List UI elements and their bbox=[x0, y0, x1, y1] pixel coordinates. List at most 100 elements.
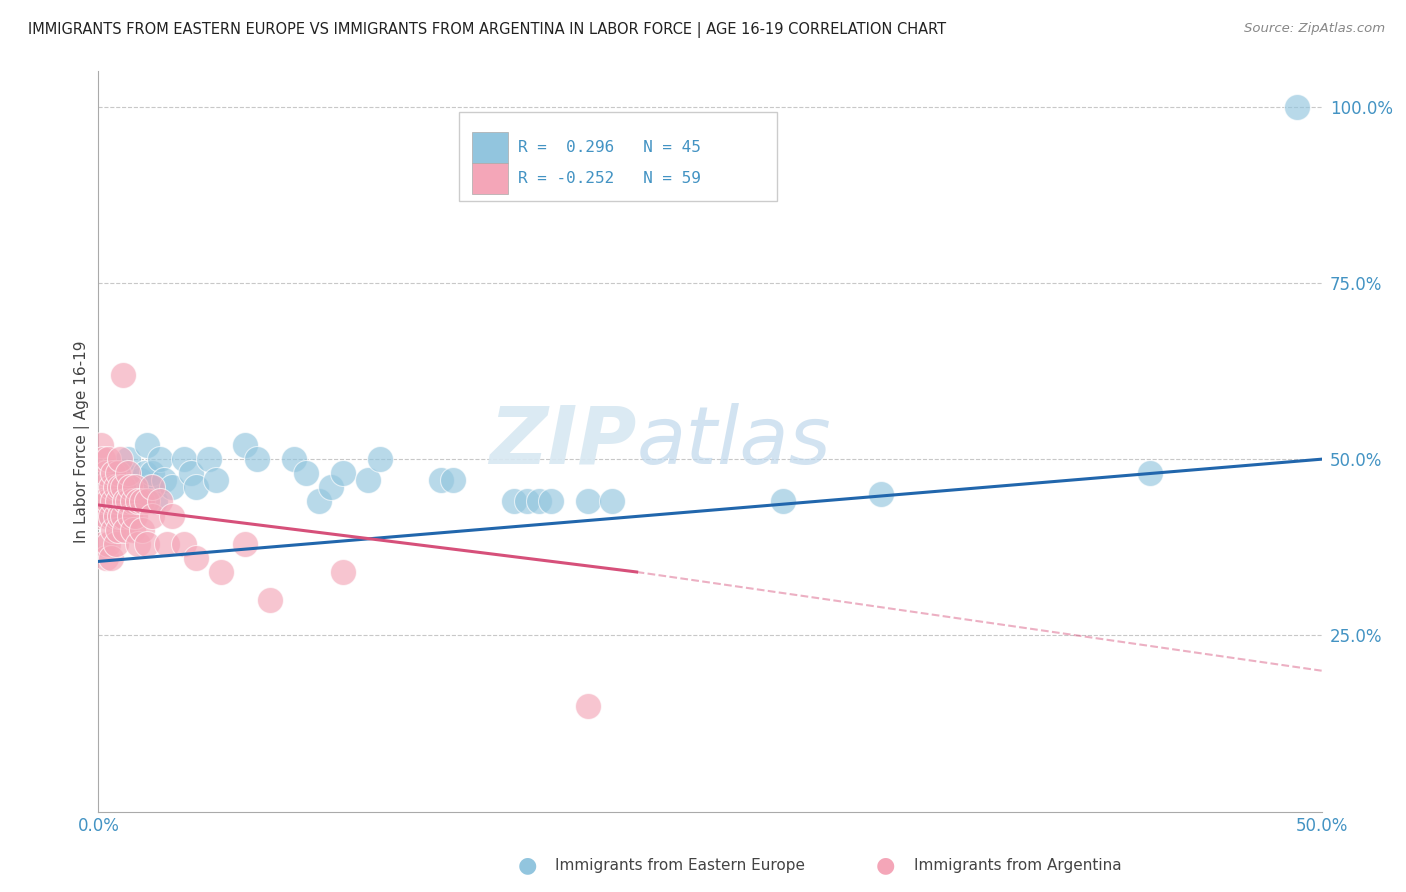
Point bbox=[503, 494, 526, 508]
Point bbox=[97, 452, 120, 467]
Point bbox=[441, 473, 464, 487]
Point bbox=[100, 480, 122, 494]
Text: R =  0.296   N = 45: R = 0.296 N = 45 bbox=[517, 140, 700, 155]
Point bbox=[515, 494, 537, 508]
Point bbox=[141, 480, 163, 494]
FancyBboxPatch shape bbox=[460, 112, 778, 201]
Point bbox=[283, 452, 305, 467]
Point bbox=[319, 480, 342, 494]
Text: Immigrants from Eastern Europe: Immigrants from Eastern Europe bbox=[555, 858, 806, 872]
Point bbox=[107, 467, 129, 481]
Point bbox=[136, 438, 159, 452]
Point bbox=[120, 494, 142, 508]
Point bbox=[114, 523, 136, 537]
Point bbox=[134, 467, 156, 481]
Point bbox=[94, 467, 117, 481]
Point bbox=[127, 537, 149, 551]
Y-axis label: In Labor Force | Age 16-19: In Labor Force | Age 16-19 bbox=[75, 340, 90, 543]
Point bbox=[97, 537, 120, 551]
Text: ZIP: ZIP bbox=[489, 402, 637, 481]
Text: Source: ZipAtlas.com: Source: ZipAtlas.com bbox=[1244, 22, 1385, 36]
Point bbox=[100, 508, 122, 523]
Point bbox=[120, 508, 142, 523]
Point bbox=[91, 537, 114, 551]
Point bbox=[121, 480, 143, 494]
Point bbox=[308, 494, 330, 508]
Point bbox=[94, 550, 117, 565]
Point bbox=[1286, 100, 1309, 114]
Point bbox=[107, 494, 129, 508]
Point bbox=[87, 508, 110, 523]
Point bbox=[97, 494, 120, 508]
Text: atlas: atlas bbox=[637, 402, 831, 481]
Point bbox=[209, 565, 232, 579]
Bar bbox=[471, 163, 508, 194]
Point bbox=[110, 480, 132, 494]
Point bbox=[104, 480, 127, 494]
Point bbox=[143, 494, 166, 508]
Text: ●: ● bbox=[876, 855, 896, 875]
Text: ●: ● bbox=[517, 855, 537, 875]
Point bbox=[772, 494, 794, 508]
Point bbox=[205, 473, 228, 487]
Point bbox=[139, 480, 162, 494]
Point bbox=[246, 452, 269, 467]
Point bbox=[149, 494, 172, 508]
Point bbox=[160, 508, 183, 523]
Point bbox=[540, 494, 562, 508]
Point bbox=[186, 550, 208, 565]
Point bbox=[110, 452, 132, 467]
Point bbox=[121, 494, 143, 508]
Point bbox=[368, 452, 391, 467]
Point bbox=[295, 467, 318, 481]
Point bbox=[527, 494, 550, 508]
Point bbox=[94, 508, 117, 523]
Point bbox=[131, 487, 153, 501]
Point bbox=[127, 494, 149, 508]
Point bbox=[117, 467, 139, 481]
Point bbox=[141, 508, 163, 523]
Point bbox=[101, 494, 124, 508]
Point bbox=[100, 508, 122, 523]
Point bbox=[129, 473, 152, 487]
Point bbox=[111, 368, 134, 382]
Text: R = -0.252   N = 59: R = -0.252 N = 59 bbox=[517, 171, 700, 186]
Text: Immigrants from Argentina: Immigrants from Argentina bbox=[914, 858, 1122, 872]
Point bbox=[107, 523, 129, 537]
Point bbox=[101, 523, 124, 537]
Point bbox=[576, 698, 599, 713]
Point bbox=[104, 508, 127, 523]
Point bbox=[127, 480, 149, 494]
Point bbox=[197, 452, 219, 467]
Point bbox=[117, 452, 139, 467]
Point bbox=[186, 480, 208, 494]
Point bbox=[90, 438, 112, 452]
Point bbox=[90, 480, 112, 494]
Point bbox=[430, 473, 453, 487]
Point bbox=[153, 473, 176, 487]
Point bbox=[576, 494, 599, 508]
Point bbox=[156, 537, 179, 551]
Point bbox=[149, 452, 172, 467]
Text: IMMIGRANTS FROM EASTERN EUROPE VS IMMIGRANTS FROM ARGENTINA IN LABOR FORCE | AGE: IMMIGRANTS FROM EASTERN EUROPE VS IMMIGR… bbox=[28, 22, 946, 38]
Point bbox=[356, 473, 378, 487]
Point bbox=[332, 467, 354, 481]
Point bbox=[131, 523, 153, 537]
Point bbox=[259, 593, 281, 607]
Point bbox=[124, 480, 146, 494]
Point bbox=[111, 467, 134, 481]
Point bbox=[141, 467, 163, 481]
Point bbox=[136, 537, 159, 551]
Point bbox=[180, 467, 202, 481]
Point bbox=[600, 494, 623, 508]
Point bbox=[120, 480, 142, 494]
Point bbox=[124, 494, 146, 508]
Point bbox=[111, 480, 134, 494]
Point bbox=[124, 508, 146, 523]
Point bbox=[233, 438, 256, 452]
Point bbox=[117, 494, 139, 508]
Point bbox=[104, 537, 127, 551]
Point bbox=[111, 508, 134, 523]
Point bbox=[114, 494, 136, 508]
Point bbox=[332, 565, 354, 579]
